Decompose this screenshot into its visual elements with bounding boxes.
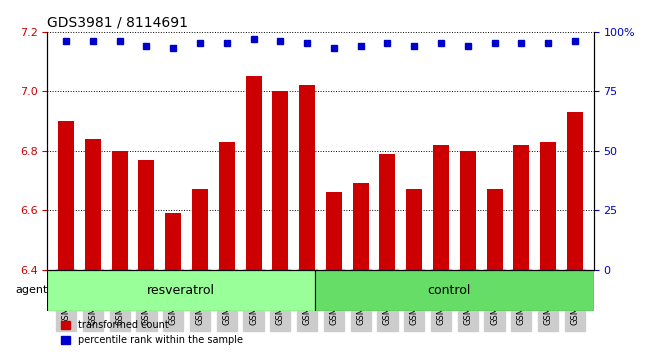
Bar (138, 160, 155, 270)
Bar (540, 142, 556, 270)
Bar (487, 189, 502, 270)
Bar (85, 139, 101, 270)
Bar (192, 189, 208, 270)
Text: agent: agent (15, 285, 47, 295)
Bar (380, 154, 395, 270)
Bar (326, 192, 342, 270)
Text: GDS3981 / 8114691: GDS3981 / 8114691 (47, 15, 188, 29)
Bar (299, 85, 315, 270)
Bar (567, 112, 583, 270)
Bar (58, 121, 74, 270)
Bar (353, 183, 369, 270)
Bar (112, 151, 127, 270)
Bar (514, 145, 529, 270)
Bar (165, 213, 181, 270)
Legend: transformed count, percentile rank within the sample: transformed count, percentile rank withi… (57, 316, 247, 349)
FancyBboxPatch shape (47, 270, 315, 311)
Bar (433, 145, 449, 270)
FancyBboxPatch shape (315, 270, 593, 311)
Text: control: control (427, 284, 471, 297)
Bar (272, 91, 289, 270)
Bar (219, 142, 235, 270)
Bar (406, 189, 422, 270)
Bar (460, 151, 476, 270)
Text: resveratrol: resveratrol (148, 284, 215, 297)
Bar (246, 76, 261, 270)
